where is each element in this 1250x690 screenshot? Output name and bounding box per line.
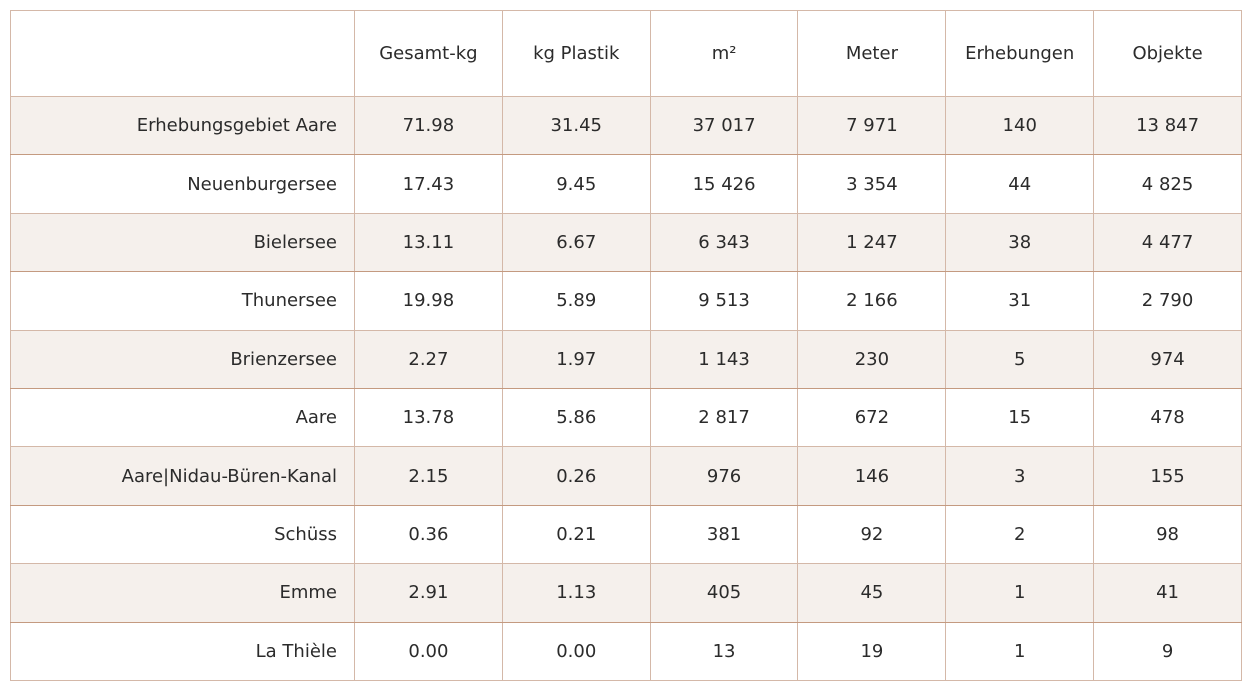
table-cell: 6 343 [649,212,799,273]
table-cell: 405 [649,563,799,623]
table-cell: 7 971 [797,95,947,156]
table-cell: 2 817 [649,387,799,448]
table-cell: 2 166 [797,271,947,331]
table-row: Brienzersee 2.27 1.97 1 143 230 5 974 [10,329,1242,389]
table-row: Thunersee 19.98 5.89 9 513 2 166 31 2 790 [10,271,1242,331]
table-cell: 230 [797,329,947,389]
header-erhebungen: Erhebungen [945,10,1095,97]
table-cell: 976 [649,446,799,506]
table-cell: 2.91 [354,563,503,623]
table-cell: 1 [945,621,1095,681]
table-cell: 41 [1093,563,1242,623]
table-cell: 2 790 [1093,271,1242,331]
table-cell: 3 354 [797,154,947,214]
table-cell: 155 [1093,446,1242,506]
table-cell: 37 017 [649,95,799,156]
table-cell: 140 [945,95,1095,156]
table-cell: 13 [649,621,799,681]
table-row: Aare 13.78 5.86 2 817 672 15 478 [10,387,1242,448]
table-cell: 38 [945,212,1095,273]
table-cell: 0.36 [354,504,503,565]
table-cell: 92 [797,504,947,565]
table-cell: 2 [945,504,1095,565]
table-cell: 478 [1093,387,1242,448]
table-cell: 17.43 [354,154,503,214]
table-cell: 44 [945,154,1095,214]
table-row: Schüss 0.36 0.21 381 92 2 98 [10,504,1242,565]
row-label: Erhebungsgebiet Aare [10,95,355,156]
header-row: Gesamt-kg kg Plastik m² Meter Erhebungen Obje… [10,10,1242,97]
row-label: Brienzersee [10,329,355,389]
table-cell: 15 426 [649,154,799,214]
row-label: Bielersee [10,212,355,273]
row-label: Aare [10,387,355,448]
table-cell: 3 [945,446,1095,506]
header-m2: m² [649,10,799,97]
table-cell: 974 [1093,329,1242,389]
row-label: Aare|Nidau-Büren-Kanal [10,446,355,506]
table-cell: 1.97 [501,329,651,389]
row-label: La Thièle [10,621,355,681]
table-row: Bielersee 13.11 6.67 6 343 1 247 38 4 477 [10,212,1242,273]
table-cell: 13 847 [1093,95,1242,156]
table-cell: 2.27 [354,329,503,389]
table-cell: 5 [945,329,1095,389]
table-cell: 1 [945,563,1095,623]
table-cell: 1 143 [649,329,799,389]
table-cell: 2.15 [354,446,503,506]
table-header: Gesamt-kg kg Plastik m² Meter Erhebungen Obje… [10,10,1242,97]
row-label: Thunersee [10,271,355,331]
table-cell: 381 [649,504,799,565]
table-cell: 0.00 [501,621,651,681]
table-cell: 4 825 [1093,154,1242,214]
table-cell: 19.98 [354,271,503,331]
table-cell: 0.00 [354,621,503,681]
table-cell: 4 477 [1093,212,1242,273]
table-cell: 31 [945,271,1095,331]
row-label: Schüss [10,504,355,565]
table-cell: 13.78 [354,387,503,448]
table-cell: 5.89 [501,271,651,331]
table-cell: 98 [1093,504,1242,565]
table-cell: 1 247 [797,212,947,273]
table-cell: 13.11 [354,212,503,273]
table-cell: 15 [945,387,1095,448]
table-cell: 6.67 [501,212,651,273]
table-cell: 672 [797,387,947,448]
row-label: Emme [10,563,355,623]
table-cell: 31.45 [501,95,651,156]
table-cell: 0.26 [501,446,651,506]
table-cell: 146 [797,446,947,506]
header-gesamt-kg: Gesamt-kg [354,10,503,97]
table-row: Erhebungsgebiet Aare 71.98 31.45 37 017 7 97… [10,95,1242,156]
header-objekte: Objekte [1093,10,1242,97]
table-cell: 9 513 [649,271,799,331]
table-cell: 0.21 [501,504,651,565]
table-cell: 19 [797,621,947,681]
row-label: Neuenburgersee [10,154,355,214]
table-row: Aare|Nidau-Büren-Kanal 2.15 0.26 976 146 3 155 [10,446,1242,506]
table-row: Neuenburgersee 17.43 9.45 15 426 3 354 44 4 82… [10,154,1242,214]
table-row: La Thièle 0.00 0.00 13 19 1 9 [10,621,1242,681]
table-cell: 1.13 [501,563,651,623]
header-meter: Meter [797,10,947,97]
table-row: Emme 2.91 1.13 405 45 1 41 [10,563,1242,623]
table-cell: 9 [1093,621,1242,681]
table-cell: 5.86 [501,387,651,448]
header-corner [10,10,355,97]
header-kg-plastik: kg Plastik [501,10,651,97]
table-body: Erhebungsgebiet Aare 71.98 31.45 37 017 7 97… [10,95,1242,681]
table-cell: 45 [797,563,947,623]
summary-table: Gesamt-kg kg Plastik m² Meter Erhebungen Obje… [10,10,1242,681]
table-cell: 71.98 [354,95,503,156]
table-cell: 9.45 [501,154,651,214]
